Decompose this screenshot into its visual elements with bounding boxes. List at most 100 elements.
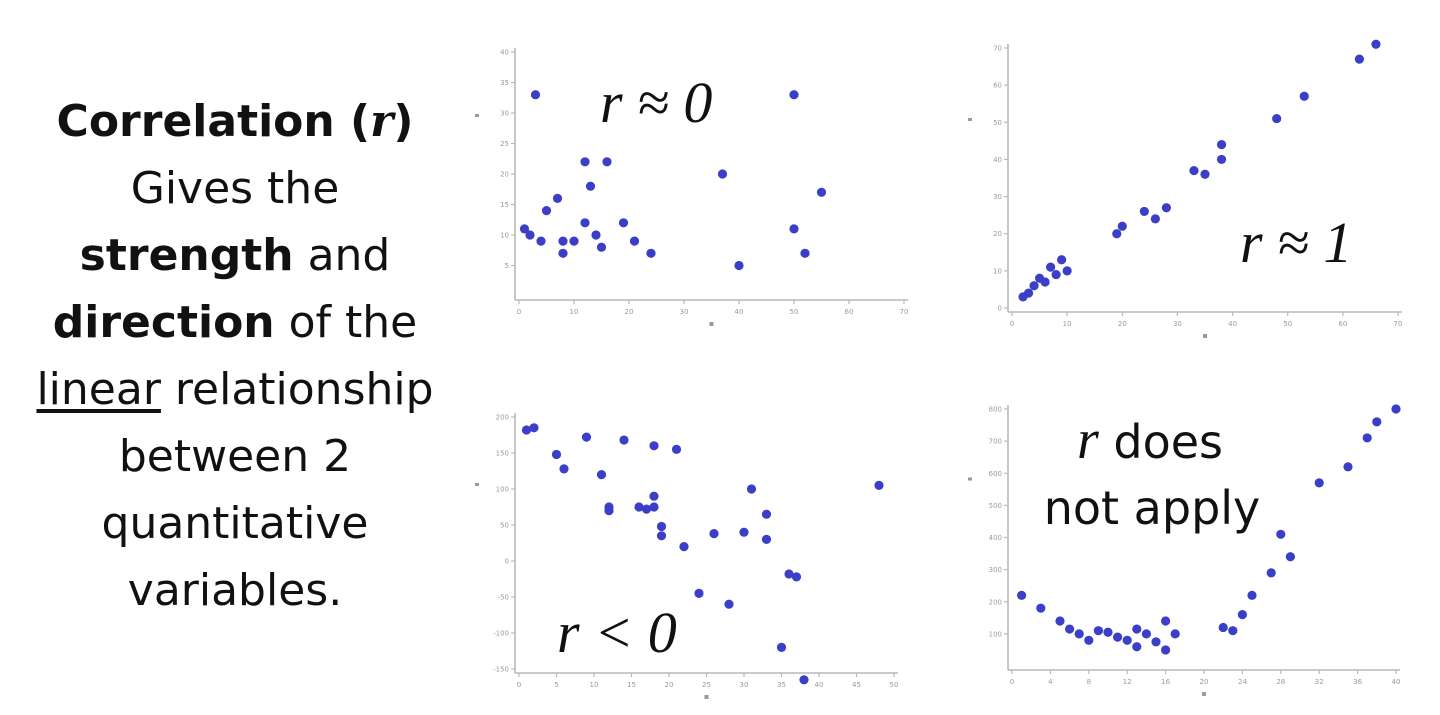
data-point — [717, 169, 728, 179]
direction-line: direction of the — [0, 289, 470, 356]
y-tick-label: 700 — [989, 438, 1002, 446]
x-tick-label: 40 — [735, 308, 744, 316]
quantitative-line: quantitative — [101, 498, 369, 549]
of-the-words: of the — [274, 297, 418, 348]
data-point — [724, 599, 734, 609]
y-tick-label: 40 — [500, 49, 509, 57]
x-tick-label: 10 — [570, 308, 579, 316]
data-point — [529, 423, 539, 433]
y-tick-label: 5 — [505, 262, 509, 270]
data-point — [761, 534, 772, 545]
title-line: Correlation (r) — [0, 88, 470, 155]
annotation-not-apply-line: not apply — [1044, 481, 1261, 535]
y-tick-label: -150 — [493, 666, 509, 674]
data-point — [1161, 616, 1171, 626]
x-tick-label: 25 — [702, 681, 711, 689]
y-tick-label: 30 — [993, 193, 1002, 201]
linear-word: linear — [36, 364, 161, 415]
data-point — [791, 572, 802, 582]
data-point — [1161, 645, 1171, 655]
y-axis-title-mark — [475, 114, 479, 117]
title-r-symbol: r — [370, 96, 394, 147]
y-tick-label: 30 — [500, 110, 509, 118]
x-tick-label: 4 — [1048, 678, 1053, 686]
x-tick-label: 0 — [517, 308, 521, 316]
x-tick-label: 40 — [1228, 320, 1237, 328]
data-point — [649, 491, 659, 501]
annotation-does-word: does — [1099, 415, 1223, 469]
data-point — [604, 506, 614, 516]
y-tick-label: 25 — [500, 140, 509, 148]
y-tick-label: 500 — [989, 502, 1002, 510]
x-tick-label: 36 — [1353, 678, 1362, 686]
y-tick-label: 300 — [989, 566, 1002, 574]
data-point — [585, 181, 596, 191]
scatter-plot-r-near-one: 0 10 20 30 40 50 60 70 0 10 20 30 40 50 60 70 — [968, 39, 1403, 338]
data-point — [1036, 603, 1046, 613]
data-point — [789, 224, 799, 234]
title-text: Correlation ( — [56, 96, 371, 147]
data-point — [552, 193, 563, 203]
x-tick-label: 20 — [1118, 320, 1127, 328]
y-tick-label: 70 — [993, 45, 1002, 53]
y-tick-label: 200 — [496, 414, 509, 422]
data-point — [1151, 637, 1161, 647]
y-tick-label: 35 — [500, 79, 509, 87]
data-point — [1065, 624, 1075, 634]
data-point — [1023, 288, 1034, 298]
data-point — [739, 527, 749, 537]
data-point — [1272, 113, 1282, 124]
data-point — [1040, 277, 1050, 287]
data-point — [709, 529, 719, 539]
x-tick-label: 28 — [1276, 678, 1285, 686]
data-point — [646, 248, 656, 258]
data-point — [656, 531, 667, 541]
x-tick-label: 24 — [1238, 678, 1247, 686]
data-point — [596, 470, 607, 480]
data-point — [581, 432, 592, 442]
data-point — [1057, 255, 1067, 265]
x-tick-label: 40 — [1392, 678, 1401, 686]
data-point — [1354, 54, 1364, 64]
data-point — [1314, 478, 1324, 488]
strength-line: strength and — [0, 222, 470, 289]
data-point — [559, 464, 569, 474]
data-point — [1139, 206, 1149, 217]
x-tick-label: 60 — [845, 308, 854, 316]
data-point — [1055, 616, 1065, 626]
data-point — [1113, 632, 1123, 642]
y-tick-label: 400 — [989, 534, 1002, 542]
x-tick-label: 30 — [740, 681, 749, 689]
x-tick-label: 60 — [1338, 320, 1347, 328]
x-axis-title-mark — [704, 695, 709, 699]
data-point — [694, 588, 704, 599]
data-point — [602, 157, 612, 167]
data-point — [1216, 154, 1227, 165]
data-point — [1141, 629, 1151, 639]
x-axis-title-mark — [1202, 692, 1206, 696]
between-line: between 2 — [118, 431, 352, 482]
x-tick-label: 50 — [1283, 320, 1292, 328]
data-point — [1189, 165, 1199, 176]
data-point — [784, 569, 794, 579]
data-point — [580, 218, 590, 228]
y-tick-label: 200 — [989, 598, 1002, 606]
annotation-r-symbol: r — [1077, 409, 1099, 471]
data-point — [679, 542, 689, 552]
x-tick-label: 30 — [1173, 320, 1182, 328]
variables-line: variables. — [127, 565, 343, 616]
data-point — [1218, 622, 1228, 633]
y-tick-label: 10 — [500, 232, 509, 240]
x-tick-label: 70 — [1394, 320, 1403, 328]
data-point — [596, 242, 607, 252]
x-tick-label: 15 — [627, 681, 636, 689]
data-point — [1093, 626, 1103, 636]
y-tick-label: 40 — [993, 156, 1002, 164]
data-point — [1200, 169, 1210, 179]
scatter-plot-r-near-zero: 0 10 20 30 40 50 60 70 5 10 15 20 25 30 35 40 — [475, 48, 908, 326]
data-point — [536, 236, 546, 246]
data-point — [1391, 404, 1401, 414]
x-tick-label: 0 — [1010, 678, 1014, 686]
y-tick-label: 20 — [993, 230, 1002, 238]
data-point — [1074, 629, 1084, 639]
